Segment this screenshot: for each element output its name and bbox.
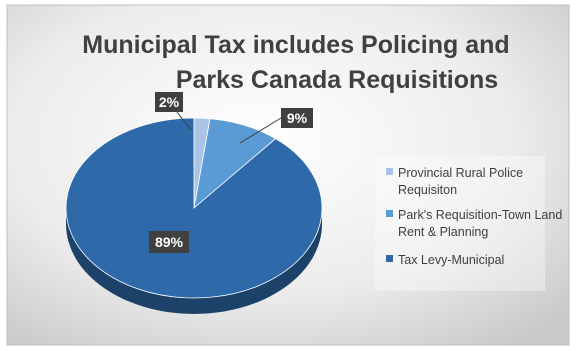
data-label-box-1	[281, 108, 313, 128]
data-label-1: 9%	[287, 110, 308, 126]
chart-title-line-1: Municipal Tax includes Policing and	[82, 31, 509, 59]
legend-label-1-line-1: Rent & Planning	[398, 225, 488, 239]
legend-marker-2	[386, 255, 393, 262]
legend-label-0-line-0: Provincial Rural Police	[398, 166, 523, 180]
data-label-leader-0	[176, 111, 192, 131]
data-label-layer: 2% 9% 89%	[149, 92, 313, 253]
data-label-leader-1	[239, 117, 282, 144]
legend-marker-1	[386, 210, 393, 217]
legend-label-1-line-0: Park's Requisition-Town Land	[398, 208, 562, 222]
legend-marker-0	[386, 168, 393, 175]
pie-slice-2	[65, 117, 323, 299]
pie-layer	[65, 117, 323, 314]
legend-label-2-line-0: Tax Levy-Municipal	[398, 253, 504, 267]
pie-slice-side-2	[66, 208, 322, 314]
legend-label-0-line-1: Requisiton	[398, 183, 457, 197]
legend-box	[375, 156, 545, 291]
legend: Provincial Rural Police Requisiton Park's …	[386, 166, 562, 267]
data-label-box-2	[149, 231, 189, 253]
chart-title-line-2: Parks Canada Requisitions	[176, 66, 498, 94]
data-label-0: 2%	[159, 94, 180, 110]
data-label-2: 89%	[155, 234, 184, 250]
data-label-box-0	[155, 92, 183, 112]
